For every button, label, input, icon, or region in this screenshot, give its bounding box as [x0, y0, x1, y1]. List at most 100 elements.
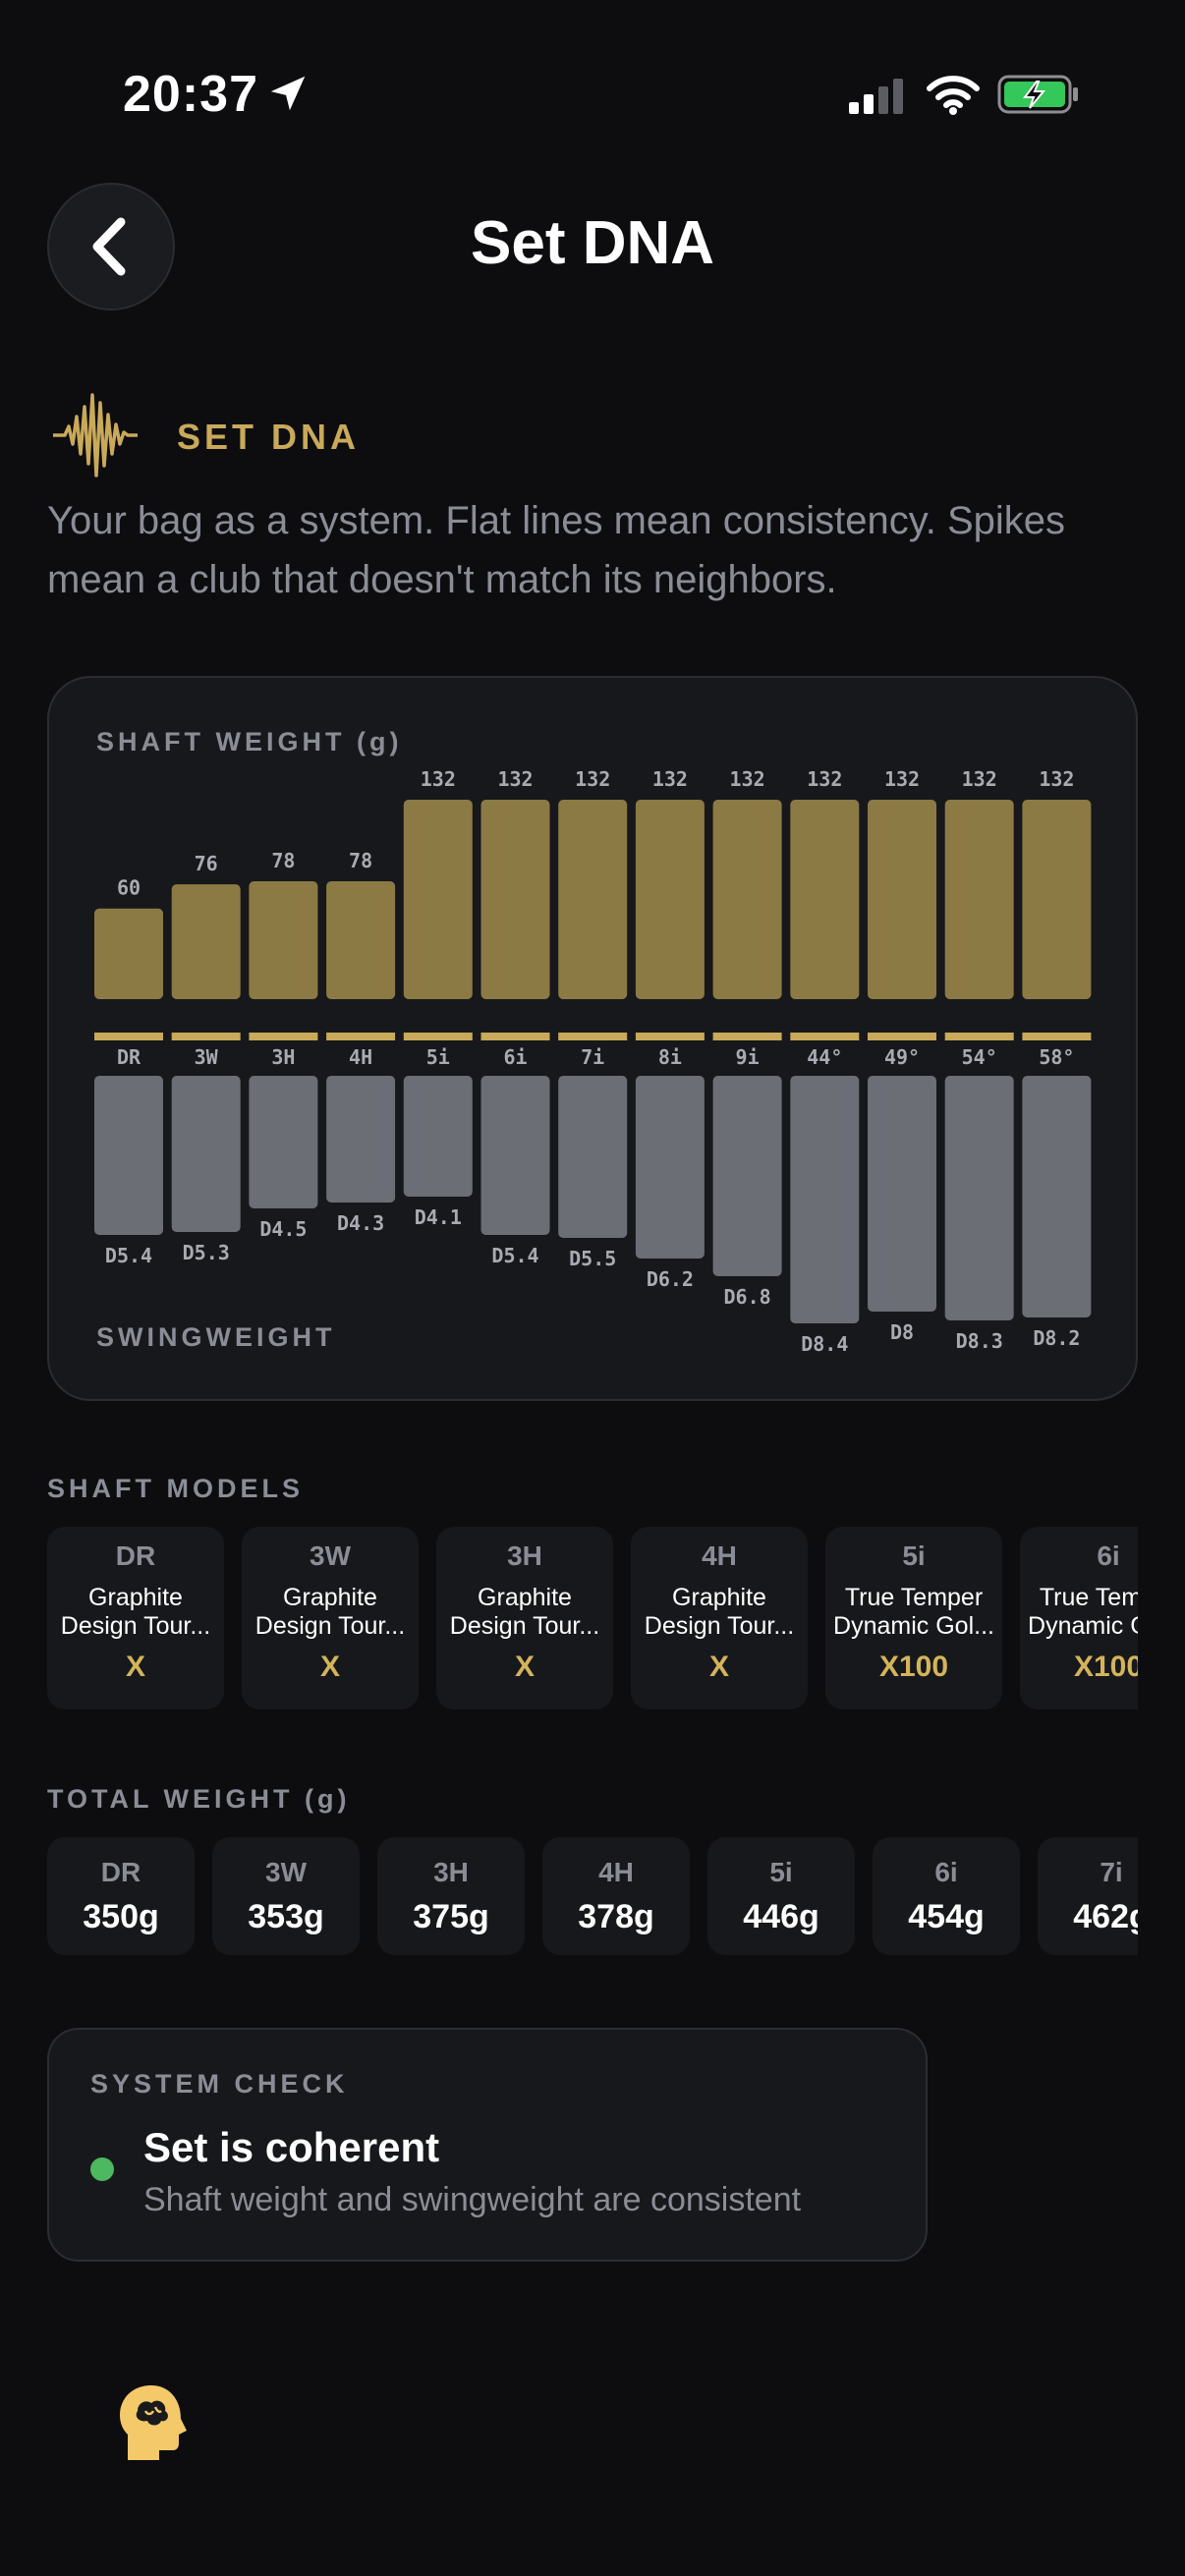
back-button[interactable]: [47, 183, 175, 310]
chevron-left-icon: [92, 217, 126, 276]
swingweight-bar: [249, 1076, 318, 1208]
shaft-weight-bar: [326, 881, 396, 999]
total-weight-club: 6i: [934, 1856, 958, 1887]
shaft-model-card[interactable]: 3H Graphite Design Tour... X: [436, 1527, 613, 1709]
shaft-model-name-line2: Design Tour...: [254, 1612, 406, 1640]
shaft-model-club: 3H: [507, 1540, 542, 1571]
club-category-label: 49°: [884, 1045, 920, 1069]
total-weight-club: 7i: [1100, 1856, 1123, 1887]
total-weight-card[interactable]: 7i 462g: [1038, 1837, 1138, 1955]
shaft-model-card[interactable]: 5i True Temper Dynamic Gol... X100: [825, 1527, 1002, 1709]
total-weight-track: DR 350g 3W 353g 3H 375g 4H 378g 5i 446g 6i 454g 7i 46…: [47, 1837, 1138, 1955]
shaft-models-track: DR Graphite Design Tour... X 3W Graphite Desig…: [47, 1527, 1138, 1709]
shaft-weight-value-label: 60: [117, 876, 141, 900]
total-weight-club: 3W: [265, 1856, 307, 1887]
brain-head-icon[interactable]: [116, 2381, 191, 2464]
shaft-weight-value-label: 76: [195, 852, 218, 875]
total-weight-value: 454g: [908, 1897, 985, 1935]
club-category-label: 8i: [658, 1045, 682, 1069]
total-weight-value: 350g: [83, 1897, 159, 1935]
total-weight-value: 378g: [578, 1897, 654, 1935]
swingweight-bar: [712, 1076, 782, 1276]
swingweight-value-label: D4.3: [337, 1211, 384, 1235]
shaft-model-card[interactable]: DR Graphite Design Tour... X: [47, 1527, 224, 1709]
total-weight-card[interactable]: 3H 375g: [377, 1837, 525, 1955]
shaft-weight-label: SHAFT WEIGHT (g): [96, 727, 403, 756]
swingweight-label: SWINGWEIGHT: [96, 1322, 336, 1352]
shaft-weight-value-label: 78: [271, 849, 295, 872]
swingweight-value-label: D5.5: [569, 1247, 616, 1270]
section-kicker: SET DNA: [177, 417, 361, 457]
separator-segment: [171, 1033, 241, 1040]
shaft-model-card[interactable]: 3W Graphite Design Tour... X: [242, 1527, 419, 1709]
shaft-model-name: Graphite Design Tour...: [638, 1584, 801, 1641]
separator-segment: [480, 1033, 550, 1040]
swingweight-bar: [326, 1076, 396, 1203]
waveform-icon: [53, 393, 138, 477]
shaft-model-name-line1: True Temper: [1039, 1584, 1138, 1611]
club-category-label: 9i: [736, 1045, 760, 1069]
swingweight-value-label: D6.2: [647, 1267, 694, 1291]
system-check-card: SYSTEM CHECK Set is coherent Shaft weigh…: [47, 2028, 928, 2262]
total-weight-card[interactable]: 6i 454g: [873, 1837, 1020, 1955]
shaft-weight-bar: [403, 800, 473, 999]
separator-segment: [558, 1033, 628, 1040]
set-dna-chart: 60 DR D5.4 76 3W D5.3 78 3H D4.5 78 4H D4.3 132 5i D4.…: [94, 767, 1092, 1356]
total-weight-card[interactable]: 3W 353g: [212, 1837, 360, 1955]
shaft-model-name-line1: True Temper: [844, 1584, 984, 1611]
total-weight-value: 462g: [1073, 1897, 1138, 1935]
shaft-model-name-line2: Design Tour...: [449, 1612, 600, 1640]
wifi-icon: [927, 76, 980, 115]
shaft-weight-value-label: 132: [807, 767, 842, 791]
shaft-model-name-line1: Graphite: [672, 1584, 766, 1611]
swingweight-value-label: D8.2: [1033, 1326, 1080, 1350]
shaft-weight-bar: [480, 800, 550, 999]
shaft-model-card[interactable]: 4H Graphite Design Tour... X: [631, 1527, 808, 1709]
shaft-model-flex: X: [708, 1651, 729, 1683]
total-weight-value: 353g: [248, 1897, 324, 1935]
swingweight-value-label: D5.4: [491, 1244, 538, 1267]
total-weight-club: 4H: [598, 1856, 634, 1887]
shaft-model-club: 5i: [902, 1540, 926, 1571]
shaft-weight-value-label: 78: [349, 849, 372, 872]
set-dna-chart-card: SHAFT WEIGHT (g) 60 DR D5.4 76 3W D5.3 78 3H D4.…: [47, 676, 1138, 1401]
shaft-model-name: Graphite Design Tour...: [443, 1584, 606, 1641]
separator-segment: [403, 1033, 473, 1040]
total-weight-card[interactable]: DR 350g: [47, 1837, 195, 1955]
swingweight-value-label: D8.4: [801, 1332, 848, 1356]
total-weight-card[interactable]: 5i 446g: [707, 1837, 855, 1955]
shaft-model-name-line2: Dynamic Gol...: [833, 1612, 994, 1640]
separator-segment: [944, 1033, 1014, 1040]
shaft-weight-bar: [868, 800, 936, 999]
system-check-label: SYSTEM CHECK: [90, 2069, 349, 2099]
total-weight-card[interactable]: 4H 378g: [542, 1837, 690, 1955]
shaft-model-flex: X: [125, 1651, 145, 1683]
swingweight-bar: [403, 1076, 473, 1197]
shaft-weight-value-label: 132: [884, 767, 920, 791]
shaft-model-name: Graphite Design Tour...: [54, 1584, 217, 1641]
club-category-label: 6i: [503, 1045, 527, 1069]
shaft-models-scroll[interactable]: DR Graphite Design Tour... X 3W Graphite Desig…: [47, 1527, 1138, 1713]
shaft-weight-value-label: 132: [497, 767, 533, 791]
total-weight-label: TOTAL WEIGHT (g): [47, 1784, 351, 1814]
separator-segment: [1022, 1033, 1092, 1040]
shaft-weight-value-label: 132: [962, 767, 997, 791]
page-title: Set DNA: [470, 209, 715, 277]
shaft-model-club: 6i: [1097, 1540, 1120, 1571]
total-weight-scroll[interactable]: DR 350g 3W 353g 3H 375g 4H 378g 5i 446g 6i 454g 7i 46…: [47, 1837, 1138, 1959]
total-weight-value: 375g: [413, 1897, 489, 1935]
club-category-label: 44°: [807, 1045, 842, 1069]
shaft-model-club: 3W: [310, 1540, 351, 1571]
separator-segment: [635, 1033, 705, 1040]
swingweight-bar: [480, 1076, 550, 1235]
swingweight-bar: [790, 1076, 860, 1323]
swingweight-bar: [558, 1076, 628, 1238]
club-category-label: 3H: [271, 1045, 295, 1069]
total-weight-value: 446g: [743, 1897, 819, 1935]
shaft-model-club: 4H: [702, 1540, 737, 1571]
swingweight-value-label: D5.4: [105, 1244, 152, 1267]
total-weight-club: 5i: [769, 1856, 793, 1887]
swingweight-bar: [635, 1076, 705, 1259]
